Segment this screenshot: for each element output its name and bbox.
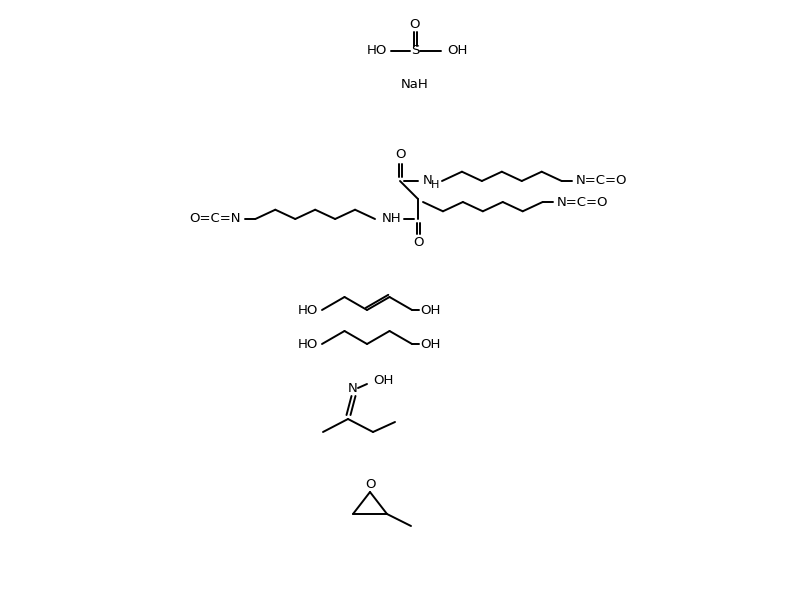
Text: OH: OH [420, 337, 440, 350]
Text: HO: HO [298, 304, 318, 317]
Text: HO: HO [298, 337, 318, 350]
Text: O=C=N: O=C=N [189, 213, 241, 226]
Text: NaH: NaH [401, 77, 429, 90]
Text: H: H [431, 180, 439, 190]
Text: N=C=O: N=C=O [557, 195, 608, 208]
Text: O: O [365, 479, 376, 491]
Text: HO: HO [367, 45, 388, 58]
Text: OH: OH [373, 374, 393, 387]
Text: S: S [411, 45, 419, 58]
Text: O: O [410, 17, 420, 30]
Text: O: O [395, 148, 405, 162]
Text: NH: NH [382, 213, 402, 226]
Text: N=C=O: N=C=O [576, 175, 627, 188]
Text: N: N [423, 173, 433, 187]
Text: O: O [413, 236, 423, 249]
Text: OH: OH [420, 304, 440, 317]
Text: N: N [348, 381, 358, 394]
Text: OH: OH [447, 45, 467, 58]
